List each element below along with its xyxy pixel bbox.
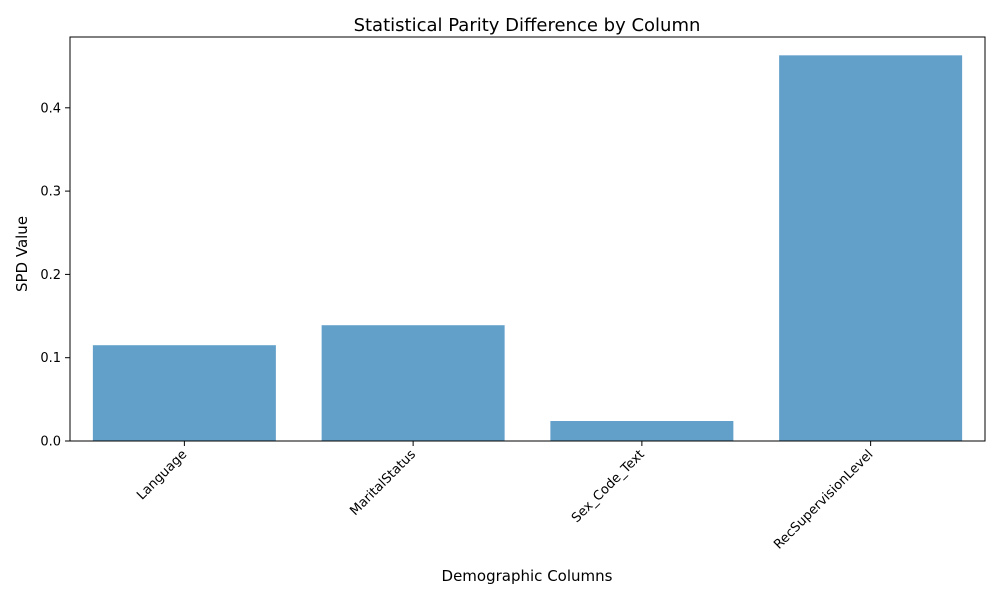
y-tick-label: 0.0 <box>40 435 61 450</box>
y-tick-label: 0.2 <box>40 268 61 283</box>
bar-Language <box>92 345 276 441</box>
x-axis-label: Demographic Columns <box>442 567 613 585</box>
bars-layer <box>92 55 963 441</box>
y-tick-label: 0.1 <box>40 351 61 366</box>
y-tick-label: 0.3 <box>40 185 61 200</box>
x-tick-label: RecSupervisionLevel <box>771 447 876 552</box>
y-axis-label: SPD Value <box>13 216 31 292</box>
x-tick-label: Sex_Code_Text <box>569 447 648 526</box>
bar-Sex_Code_Text <box>550 421 734 441</box>
y-tick-label: 0.4 <box>40 101 61 116</box>
x-tick-label: MaritalStatus <box>347 447 419 519</box>
x-tick-label: Language <box>134 447 190 503</box>
chart-title: Statistical Parity Difference by Column <box>354 15 701 36</box>
bar-RecSupervisionLevel <box>779 55 963 441</box>
bar-MaritalStatus <box>321 325 505 441</box>
plot-frame <box>69 36 986 442</box>
